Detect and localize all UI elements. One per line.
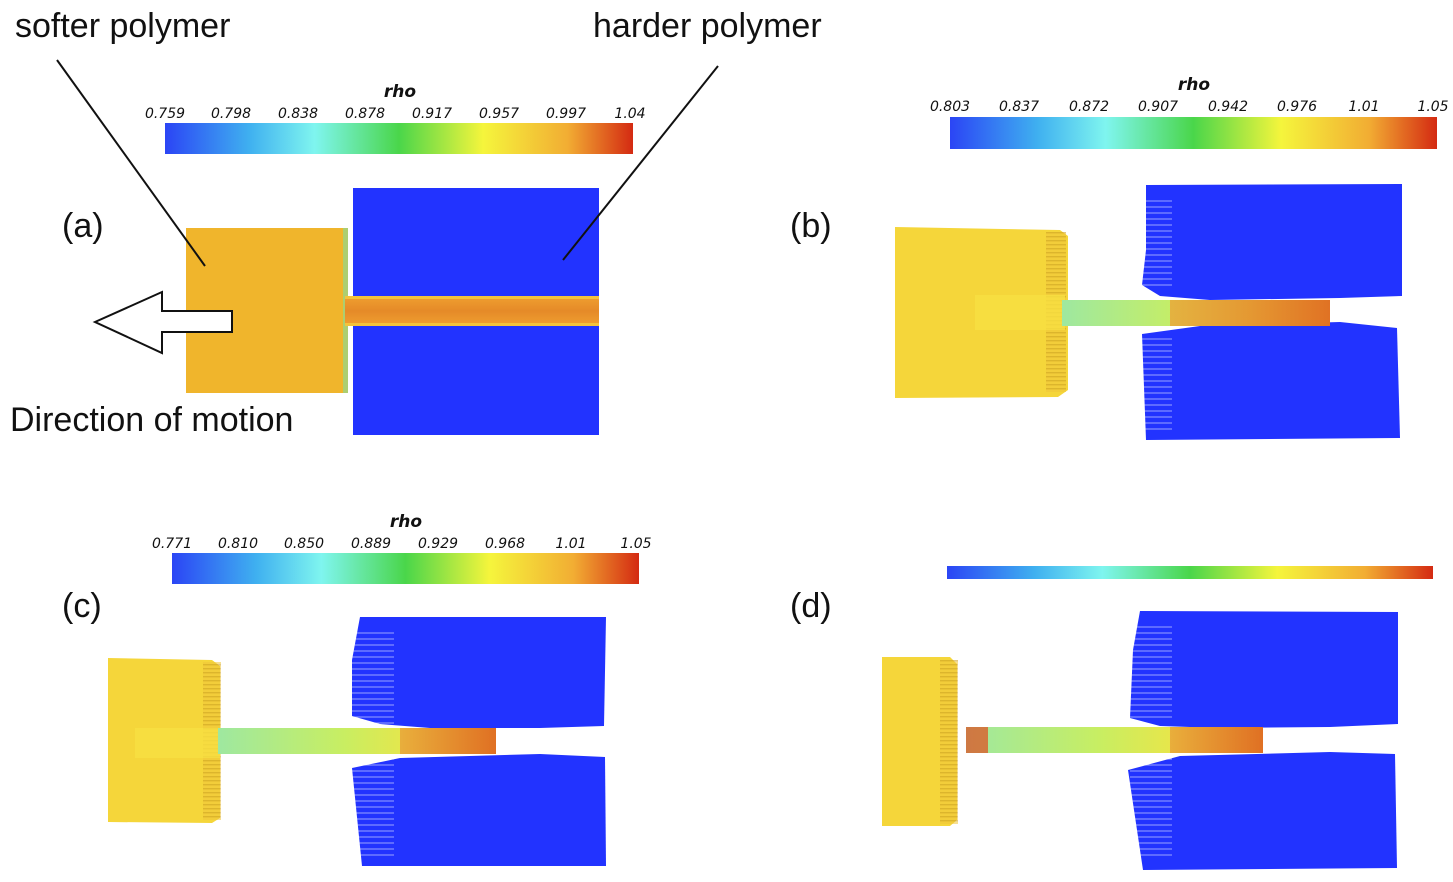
colorbar [165,123,633,154]
tick-label: 0.957 [479,106,519,122]
panel-label: (b) [790,207,832,245]
softer-pointer-line [56,59,206,267]
tick-label: 0.917 [412,106,452,122]
panel-c: rho 0.771 0.810 0.850 0.889 0.929 0.968 … [62,512,652,866]
panel-label: (d) [790,587,832,625]
tick-label: 1.05 [620,536,651,552]
tick-label: 0.810 [218,536,258,552]
tick-label: 0.929 [418,536,458,552]
panel-b: rho 0.803 0.837 0.872 0.907 0.942 0.976 … [790,75,1449,440]
tick-label: 1.04 [614,106,645,122]
colorbar-title: rho [384,82,416,102]
panel-d: (d) [790,566,1433,870]
colorbar-ticks: 0.771 0.810 0.850 0.889 0.929 0.968 1.01… [152,536,652,552]
direction-label: Direction of motion [10,401,293,439]
hard-polymer-bottom [353,326,599,435]
tick-label: 1.01 [1348,99,1379,115]
tick-label: 0.759 [145,106,185,122]
colorbar [172,553,639,584]
tick-label: 0.850 [284,536,324,552]
tick-label: 1.05 [1417,99,1448,115]
hard-polymer-top [352,617,606,728]
colorbar [950,117,1437,149]
hard-polymer-top [1142,184,1402,300]
direction-arrow-icon [92,290,233,355]
tick-label: 0.942 [1208,99,1248,115]
hard-polymer-top [353,188,599,296]
polymer-channel [345,296,599,326]
hard-polymer-bottom [1128,752,1397,870]
tick-label: 0.872 [1069,99,1109,115]
harder-polymer-label: harder polymer [593,7,822,45]
colorbar [947,566,1433,579]
tick-label: 0.889 [351,536,391,552]
hard-polymer-top [1130,611,1398,728]
colorbar-ticks: 0.803 0.837 0.872 0.907 0.942 0.976 1.01… [930,99,1449,115]
panel-a: rho 0.759 0.798 0.838 0.878 0.917 0.957 … [10,7,822,439]
tick-label: 0.838 [278,106,318,122]
tick-label: 0.968 [485,536,525,552]
tick-label: 0.878 [345,106,385,122]
tick-label: 0.798 [211,106,251,122]
tick-label: 0.803 [930,99,970,115]
tick-label: 0.837 [999,99,1039,115]
hard-polymer-bottom [1142,322,1400,440]
colorbar-ticks: 0.759 0.798 0.838 0.878 0.917 0.957 0.99… [145,106,646,122]
tick-label: 0.907 [1138,99,1178,115]
tick-label: 0.976 [1277,99,1317,115]
hard-polymer-bottom [352,754,606,866]
panel-label: (c) [62,587,102,625]
colorbar-title: rho [390,512,422,532]
tick-label: 0.771 [152,536,192,552]
panel-label: (a) [62,207,104,245]
softer-polymer-label: softer polymer [15,7,230,45]
soft-polymer-block [882,657,957,826]
tick-label: 1.01 [555,536,586,552]
tick-label: 0.997 [546,106,586,122]
harder-pointer-line [562,65,719,261]
colorbar-title: rho [1178,75,1210,95]
